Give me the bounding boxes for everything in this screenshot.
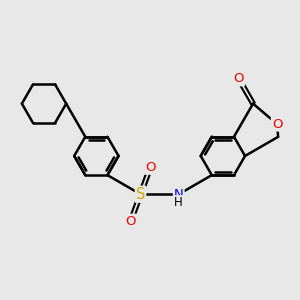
Text: O: O — [272, 118, 282, 130]
Text: O: O — [145, 161, 156, 174]
Text: N: N — [174, 188, 184, 201]
Text: H: H — [174, 196, 183, 209]
Text: S: S — [136, 187, 145, 202]
Text: O: O — [125, 214, 136, 228]
Text: O: O — [233, 72, 244, 86]
